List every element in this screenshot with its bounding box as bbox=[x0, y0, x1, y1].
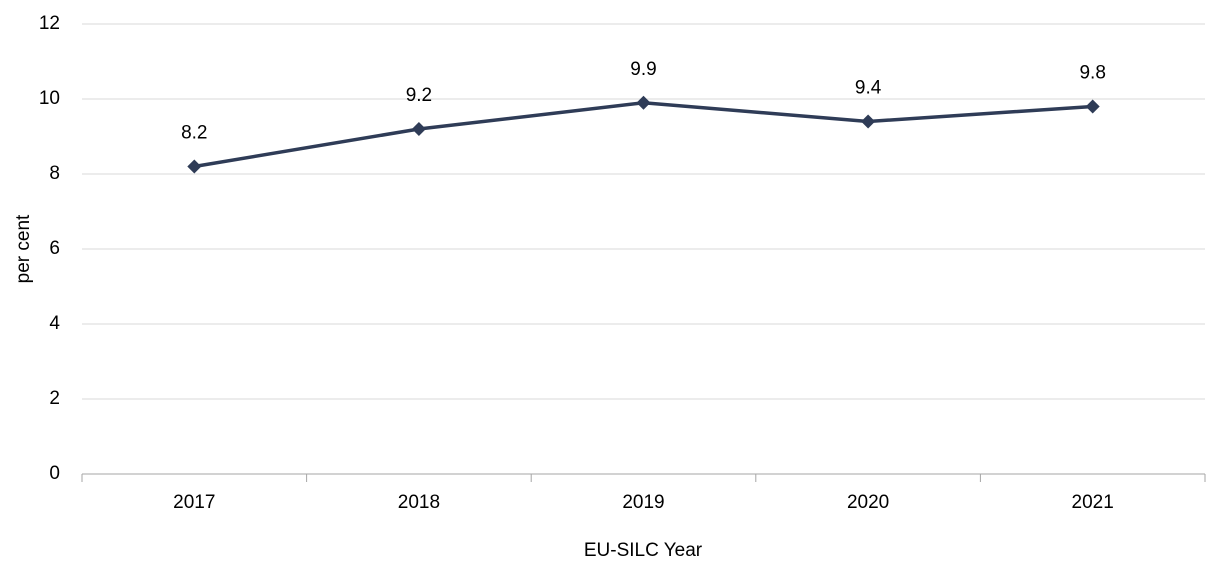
data-marker bbox=[411, 122, 426, 136]
data-label: 9.8 bbox=[1079, 63, 1105, 84]
x-tick-label: 2021 bbox=[1072, 492, 1114, 513]
y-tick-label: 2 bbox=[49, 388, 60, 409]
data-label: 9.9 bbox=[630, 59, 656, 80]
y-tick-label: 4 bbox=[49, 313, 60, 334]
data-marker bbox=[636, 95, 651, 110]
y-axis-label: per cent bbox=[13, 214, 34, 283]
y-tick-label: 8 bbox=[49, 163, 60, 184]
y-tick-label: 6 bbox=[49, 238, 60, 259]
x-tick-label: 2019 bbox=[622, 492, 664, 513]
x-tick-label: 2018 bbox=[398, 492, 440, 513]
y-tick-label: 10 bbox=[39, 88, 60, 109]
x-tick-label: 2017 bbox=[173, 492, 215, 513]
x-axis-label: EU-SILC Year bbox=[584, 540, 703, 561]
y-tick-label: 12 bbox=[39, 13, 60, 34]
data-marker bbox=[1085, 99, 1100, 114]
data-marker bbox=[187, 159, 202, 174]
data-marker bbox=[861, 114, 876, 129]
y-tick-label: 0 bbox=[49, 463, 60, 484]
data-label: 8.2 bbox=[181, 123, 207, 144]
data-line bbox=[194, 100, 1093, 169]
data-label: 9.4 bbox=[855, 78, 882, 99]
data-label: 9.2 bbox=[406, 85, 432, 106]
x-tick-label: 2020 bbox=[847, 492, 889, 513]
